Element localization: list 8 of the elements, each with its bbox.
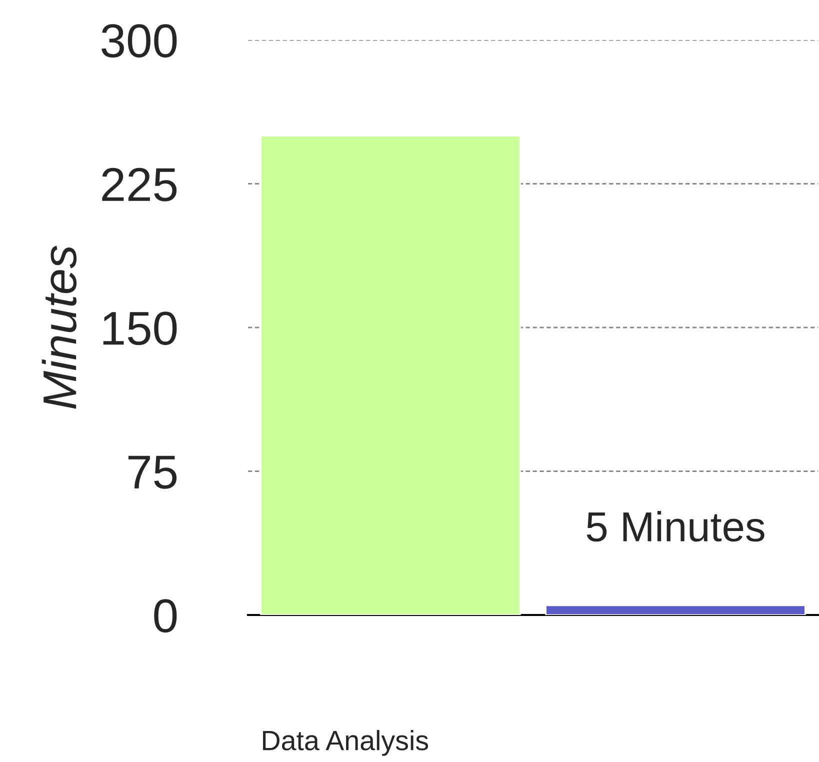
y-tick-label: 0 xyxy=(154,599,177,633)
y-tick-label: 225 xyxy=(102,168,177,202)
y-tick-label: 300 xyxy=(102,24,177,58)
data-label: 5 Minutes xyxy=(586,511,764,542)
y-axis-title: Minutes xyxy=(42,246,77,409)
x-axis-title: Data Analysis xyxy=(263,730,428,756)
y-tick-label: 75 xyxy=(128,456,177,489)
y-tick-label: 150 xyxy=(103,312,177,346)
